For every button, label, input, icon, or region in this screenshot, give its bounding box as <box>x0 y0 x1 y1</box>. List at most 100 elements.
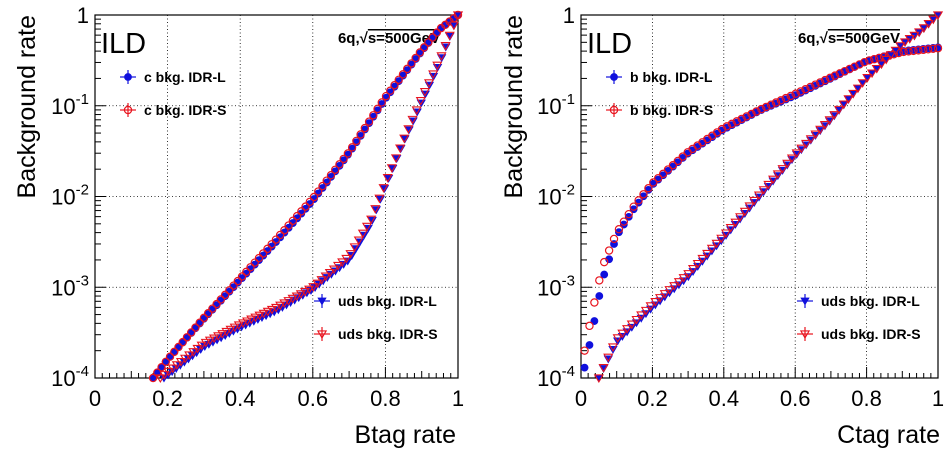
x-axis-title: Ctag rate <box>837 421 940 448</box>
data-point <box>737 114 746 124</box>
y-tick-label: 10-4 <box>537 363 575 391</box>
data-point <box>208 334 220 344</box>
data-point <box>324 269 335 278</box>
x-tick-label: 0.2 <box>152 386 183 411</box>
data-point <box>444 31 455 41</box>
data-point <box>217 330 228 339</box>
data-point <box>378 184 389 193</box>
data-point <box>595 292 604 300</box>
data-point <box>833 105 845 115</box>
data-point <box>777 165 788 174</box>
data-point <box>631 315 642 325</box>
data-point <box>720 229 732 239</box>
data-point <box>364 117 374 126</box>
data-point <box>279 299 290 309</box>
data-point <box>604 246 614 255</box>
data-point <box>233 276 242 286</box>
data-point <box>747 109 756 119</box>
data-point <box>732 117 741 126</box>
experiment-label: ILD <box>101 28 146 60</box>
data-point <box>399 134 410 144</box>
legend-top: c bkg. IDR-L c bkg. IDR-S <box>120 69 226 118</box>
data-point <box>312 279 323 289</box>
data-point <box>932 11 944 21</box>
grid-lines <box>95 15 458 378</box>
data-point <box>266 305 278 315</box>
data-point <box>305 197 314 207</box>
data-point <box>781 93 791 103</box>
data-point <box>771 98 781 107</box>
data-point <box>297 207 306 216</box>
data-point <box>838 100 849 110</box>
data-point <box>673 278 685 287</box>
data-point <box>436 52 447 61</box>
data-point <box>585 341 594 349</box>
data-point <box>786 91 795 101</box>
legend-bottom: uds bkg. IDR-L uds bkg. IDR-S <box>314 293 438 342</box>
legend-label: b bkg. IDR-S <box>630 102 713 118</box>
data-point <box>407 59 416 68</box>
data-point <box>275 230 285 240</box>
data-point <box>326 171 336 180</box>
data-point <box>590 298 599 307</box>
data-point <box>212 299 221 309</box>
data-point <box>600 257 609 267</box>
data-point <box>639 190 648 199</box>
data-point <box>335 160 344 169</box>
data-point <box>865 56 874 65</box>
legend-entry: c bkg. IDR-S <box>120 102 226 118</box>
data-point <box>624 212 633 221</box>
data-point <box>271 235 281 244</box>
data-point <box>309 192 319 202</box>
data-point <box>850 62 859 71</box>
data-point <box>440 42 451 51</box>
x-tick-label: 1 <box>452 386 464 411</box>
data-point <box>163 367 174 377</box>
data-point <box>192 344 203 354</box>
data-point <box>819 121 831 130</box>
data-point <box>919 45 928 55</box>
data-point <box>768 175 779 185</box>
data-point <box>664 286 675 295</box>
data-point <box>904 47 913 56</box>
data-point <box>580 363 589 372</box>
data-point <box>600 270 609 279</box>
data-point <box>250 258 259 267</box>
data-point <box>909 31 920 41</box>
data-point <box>333 261 344 271</box>
data-point <box>654 173 663 183</box>
data-point <box>772 170 783 180</box>
data-point <box>423 79 435 88</box>
data-point <box>155 374 166 384</box>
data-point <box>811 80 820 89</box>
data-point <box>390 154 402 163</box>
y-tick-label: 10-3 <box>537 272 575 300</box>
data-point <box>855 60 864 69</box>
data-point <box>622 325 633 334</box>
x-tick-label: 0.8 <box>851 386 882 411</box>
data-point <box>918 24 929 33</box>
data-point <box>233 321 244 331</box>
data-point <box>352 136 361 146</box>
data-point <box>428 70 439 80</box>
data-point <box>730 218 741 228</box>
data-point <box>361 222 373 232</box>
data-point <box>377 98 386 107</box>
data-point <box>716 234 727 244</box>
data-point <box>229 323 240 333</box>
data-point <box>687 265 699 274</box>
panel-1: 0 0.2 0.4 0.6 0.8 1 10-4 10-3 10-2 10-1 1 Btag rate… <box>13 3 464 449</box>
data-point <box>316 276 327 285</box>
data-point <box>763 180 774 190</box>
data-point <box>386 86 395 95</box>
data-point <box>171 361 182 370</box>
data-point <box>757 104 766 114</box>
data-point <box>237 272 247 281</box>
data-point <box>840 66 849 76</box>
data-point <box>692 259 703 269</box>
data-point <box>678 274 689 283</box>
data-point <box>815 78 825 87</box>
data-point <box>640 306 652 316</box>
legend-marker <box>610 73 618 81</box>
data-point <box>402 64 412 74</box>
